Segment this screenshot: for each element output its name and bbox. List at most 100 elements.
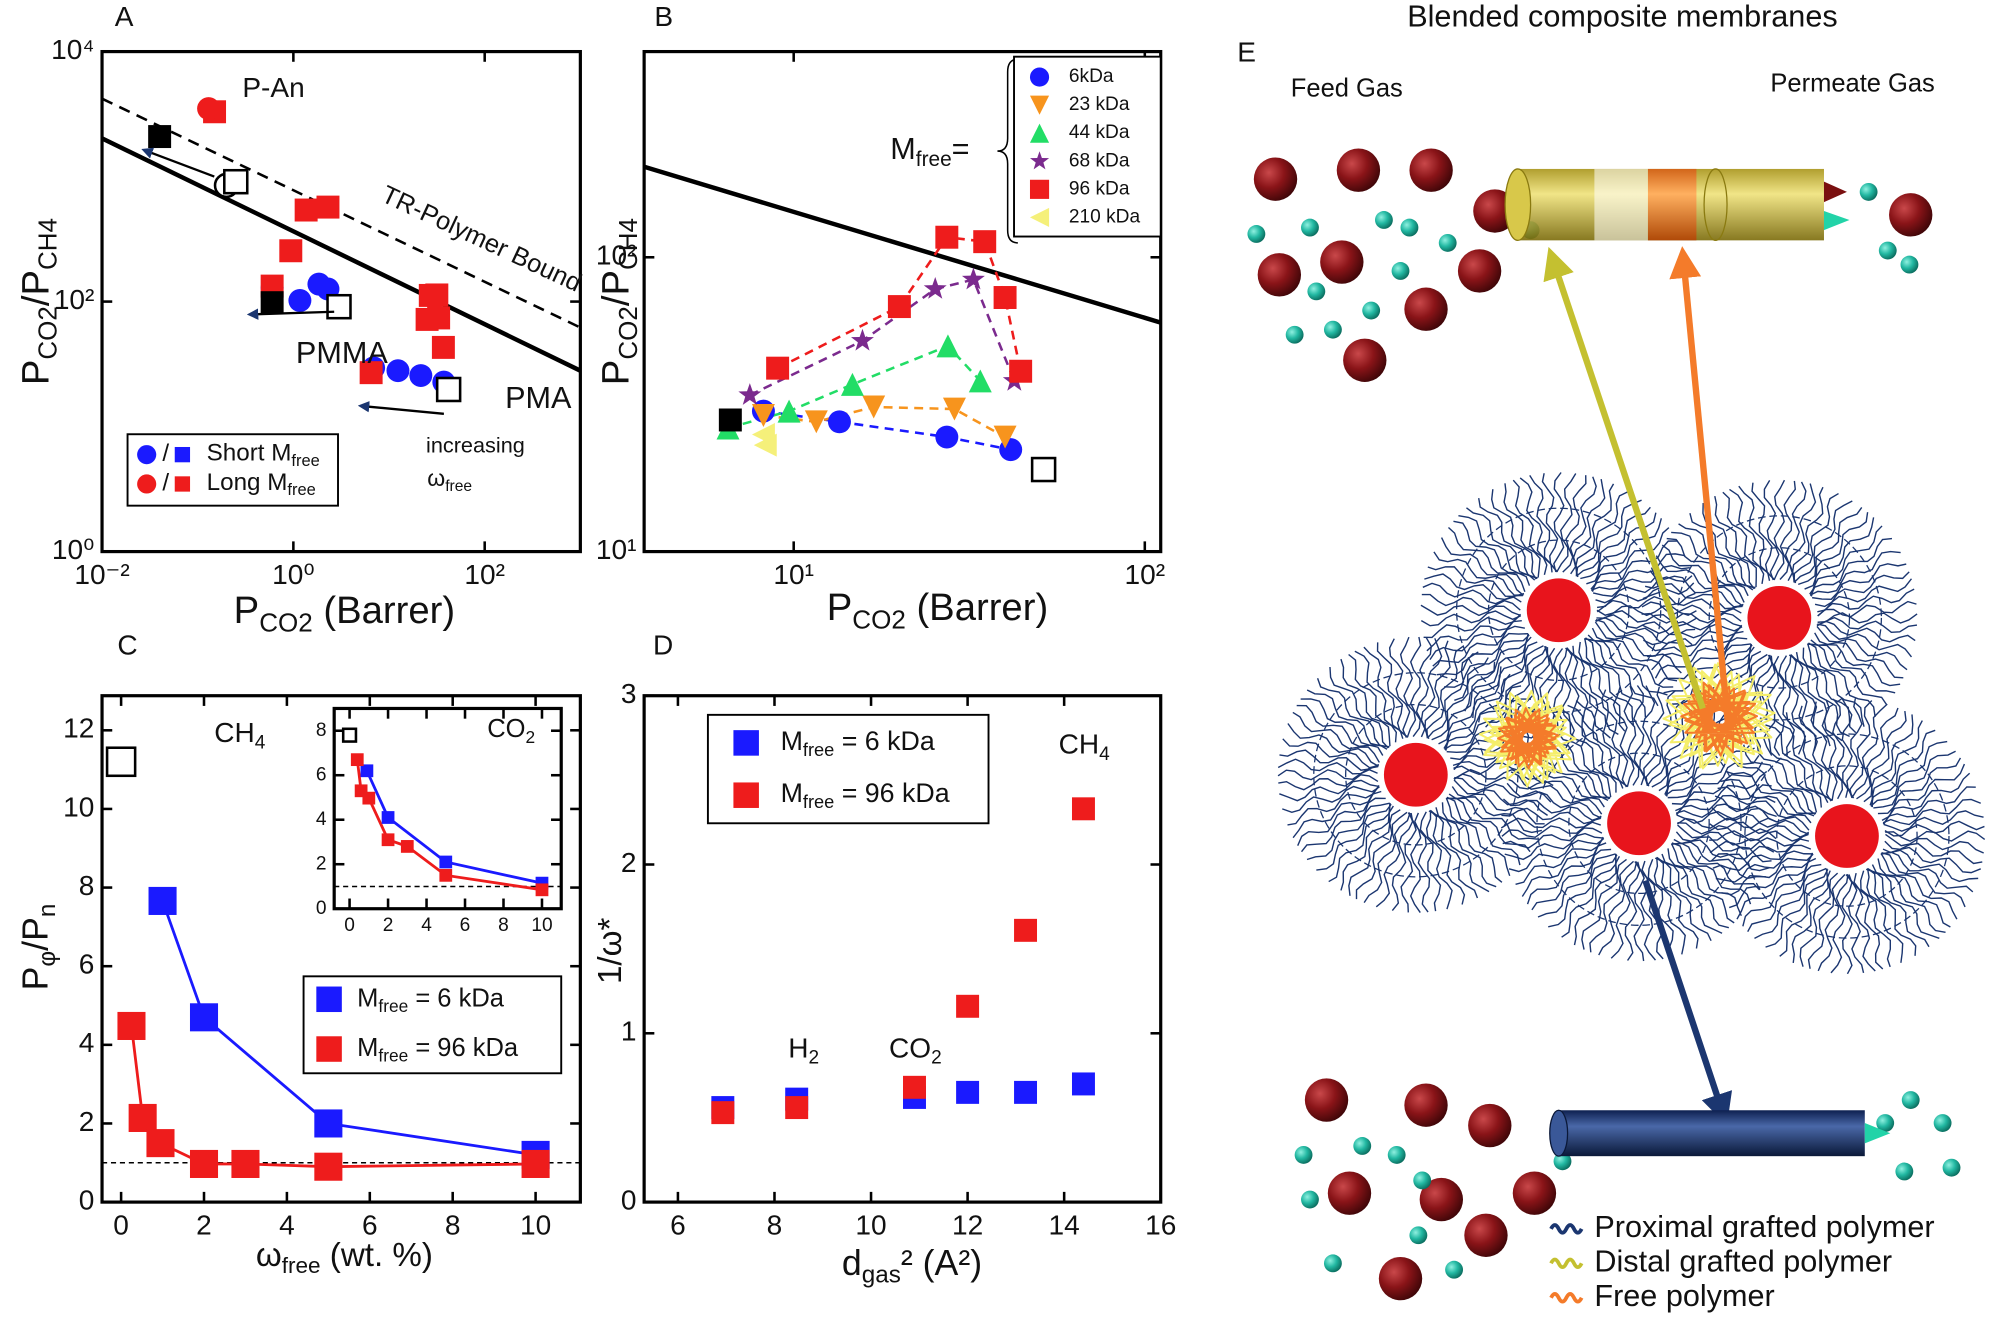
marker [174,446,191,463]
grafted-chain [1656,856,1723,934]
x-axis-label: free [282,1253,321,1278]
panel-label: D [653,630,673,661]
y-tick-label: 4 [79,1027,95,1058]
grafted-chain [1845,874,1865,974]
y-tick-label: 10¹ [596,534,637,565]
marker [923,276,947,299]
y-axis-label: /P [16,917,56,951]
y-tick-label: 6 [79,949,95,980]
legend-label: M [357,1034,378,1062]
grafted-chain [1453,779,1548,816]
marker [314,1109,343,1138]
grafted-chain [1637,861,1657,961]
grafted-chain [1584,638,1659,707]
gas-molecule [1457,249,1502,293]
marker [409,364,433,388]
legend-swatch [1549,1292,1584,1304]
annotation: CH4 [214,718,266,754]
grafted-chain [1791,486,1824,584]
marker [189,1149,219,1178]
x-axis-label: dgas² (A²) [842,1243,982,1289]
grafted-chain [1809,537,1893,597]
x-tick-label: 12 [952,1210,983,1241]
marker [439,868,453,882]
grafted-chain [1548,854,1618,928]
grafted-chain [1598,860,1635,956]
grafted-chain [1676,817,1778,829]
grafted-chain [1427,566,1525,598]
y-axis-label: P [16,967,56,991]
grafted-chain [1458,515,1536,581]
bound-line [101,97,581,329]
x-tick-label: 14 [1049,1210,1080,1241]
annotation: CH [1059,729,1100,760]
grafted-chain [1564,647,1599,743]
grafted-chain [1671,842,1752,905]
gas-molecule [1391,262,1410,280]
grafted-chain [1420,610,1522,627]
grafted-chain [1714,795,1810,831]
legend-swatch [1549,1257,1584,1269]
marker [174,476,191,492]
grafted-chain [1591,527,1670,592]
marker [535,883,549,897]
grafted-chain [1846,698,1863,799]
grafted-chain [1425,810,1453,910]
grafted-chain [1807,643,1865,727]
grafted-chain [1436,632,1529,676]
legend-label: 23 kDa [1069,94,1130,115]
annotation: PMA [505,381,572,415]
marker [117,1011,146,1040]
marker [935,425,959,449]
grafted-chain [1865,868,1930,948]
x-axis-label: (Barrer) [906,586,1048,629]
grafted-chain [1445,798,1511,877]
grafted-chain [1880,851,1974,893]
legend-label: = 96 kDa [834,778,949,808]
grafted-chain [1751,482,1776,581]
marker [1029,123,1050,143]
x-axis-label: PCO2 (Barrer) [234,589,455,637]
fit-line [365,770,543,885]
feed-label: Feed Gas [1291,75,1403,103]
brush-ring [1776,765,1918,907]
grafted-chain [1529,475,1558,573]
y-tick-label: 10² [596,240,637,271]
marker [521,1149,550,1178]
marker [350,753,364,767]
grafted-chain [1714,495,1757,588]
gas-molecule [1301,1190,1319,1209]
grafted-chain [1420,604,1521,617]
bound-line [101,136,582,373]
legend-label: 44 kDa [1069,122,1130,143]
x-axis-label: P [827,586,853,629]
y-tick-label: 8 [79,870,95,901]
grafted-chain [1316,803,1392,871]
free-polymer [1497,707,1560,770]
x-tick-label: 2 [196,1210,212,1241]
gas-molecule [1247,225,1266,243]
marker [935,225,959,249]
x-axis-label: ω [256,1237,282,1274]
grafted-chain [1641,612,1742,624]
grafted-chain [1882,786,1976,825]
marker [314,1152,343,1181]
grafted-chain [1566,647,1611,739]
grafted-chain [1452,723,1545,767]
marker [766,356,790,380]
marker [851,328,874,351]
legend-label: Mfree = 6 kDa [357,984,505,1015]
gas-molecule [1301,218,1319,237]
grafted-chain [1558,647,1575,749]
marker [1029,151,1050,170]
marker [777,399,801,423]
x-tick-label: 8 [445,1210,461,1241]
marker [956,994,980,1018]
grafted-chain [1306,802,1390,861]
grafted-chain [1881,763,1966,821]
gas-molecule [1307,282,1326,301]
brush-ring [1536,720,1742,926]
marker [942,397,966,421]
grafted-chain [1732,757,1816,815]
y-tick-label: 6 [316,764,327,785]
